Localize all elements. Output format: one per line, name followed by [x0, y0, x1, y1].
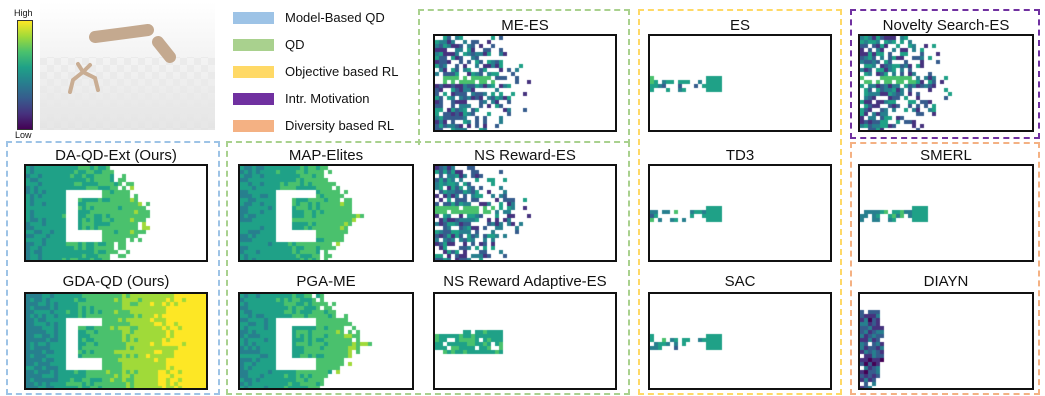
panel-smerl [858, 164, 1034, 262]
panel-title: TD3 [725, 147, 755, 164]
panel-es [648, 34, 832, 132]
panel-da-qd-ext [24, 164, 208, 262]
archive-heatmap [26, 166, 206, 260]
panel-title: SMERL [920, 147, 972, 164]
panel-gda-qd [24, 292, 208, 390]
archive-heatmap [860, 166, 1032, 260]
group-qd-right-edge [628, 141, 630, 395]
archive-heatmap [435, 294, 615, 388]
archive-heatmap [860, 36, 1032, 130]
archive-heatmap [26, 294, 206, 388]
panel-title: MAP-Elites [288, 147, 364, 164]
panel-ns-reward-es [433, 164, 617, 262]
panel-title: PGA-ME [296, 273, 356, 290]
legend-label: Objective based RL [285, 64, 399, 79]
panel-title: DA-QD-Ext (Ours) [55, 147, 177, 164]
legend-swatch [233, 93, 274, 105]
group-diversity-rl [850, 142, 1040, 395]
panel-ns-reward-adaptive-es [433, 292, 617, 390]
panel-title: Novelty Search-ES [882, 17, 1010, 34]
panel-novelty-search-es [858, 34, 1034, 132]
archive-heatmap [650, 294, 830, 388]
legend-swatch [233, 12, 274, 24]
panel-title: ES [729, 17, 750, 34]
archive-heatmap [435, 36, 615, 130]
legend-label: QD [285, 37, 305, 52]
legend: Model-Based QD QD Objective based RL Int… [233, 9, 423, 139]
group-qd-top [418, 9, 630, 145]
archive-heatmap [860, 294, 1032, 388]
group-qd-bottom [226, 141, 630, 395]
colorbar-gradient [17, 20, 33, 130]
archive-heatmap [650, 166, 830, 260]
panel-title: NS Reward-ES [474, 147, 576, 164]
panel-diayn [858, 292, 1034, 390]
archive-heatmap [240, 166, 412, 260]
panel-sac [648, 292, 832, 390]
legend-swatch [233, 39, 274, 51]
panel-pga-me [238, 292, 414, 390]
group-objective-rl [638, 9, 842, 395]
panel-me-es [433, 34, 617, 132]
panel-title: NS Reward Adaptive-ES [443, 273, 607, 290]
archive-heatmap [240, 294, 412, 388]
panel-title: GDA-QD (Ours) [62, 273, 170, 290]
legend-label: Model-Based QD [285, 10, 385, 25]
colorbar-low-label: Low [15, 130, 32, 140]
archive-heatmap [650, 36, 830, 130]
archive-heatmap [435, 166, 615, 260]
colorbar-high-label: High [14, 8, 33, 18]
legend-label: Diversity based RL [285, 118, 395, 133]
legend-label: Intr. Motivation [285, 91, 370, 106]
group-intr-motivation [850, 9, 1040, 139]
robot-render-image [40, 2, 215, 130]
panel-td3 [648, 164, 832, 262]
legend-swatch [233, 120, 274, 132]
panel-map-elites [238, 164, 414, 262]
panel-title: SAC [724, 273, 756, 290]
legend-swatch [233, 66, 274, 78]
group-model-based-qd [6, 141, 220, 395]
panel-title: ME-ES [501, 17, 549, 34]
panel-title: DIAYN [923, 273, 969, 290]
